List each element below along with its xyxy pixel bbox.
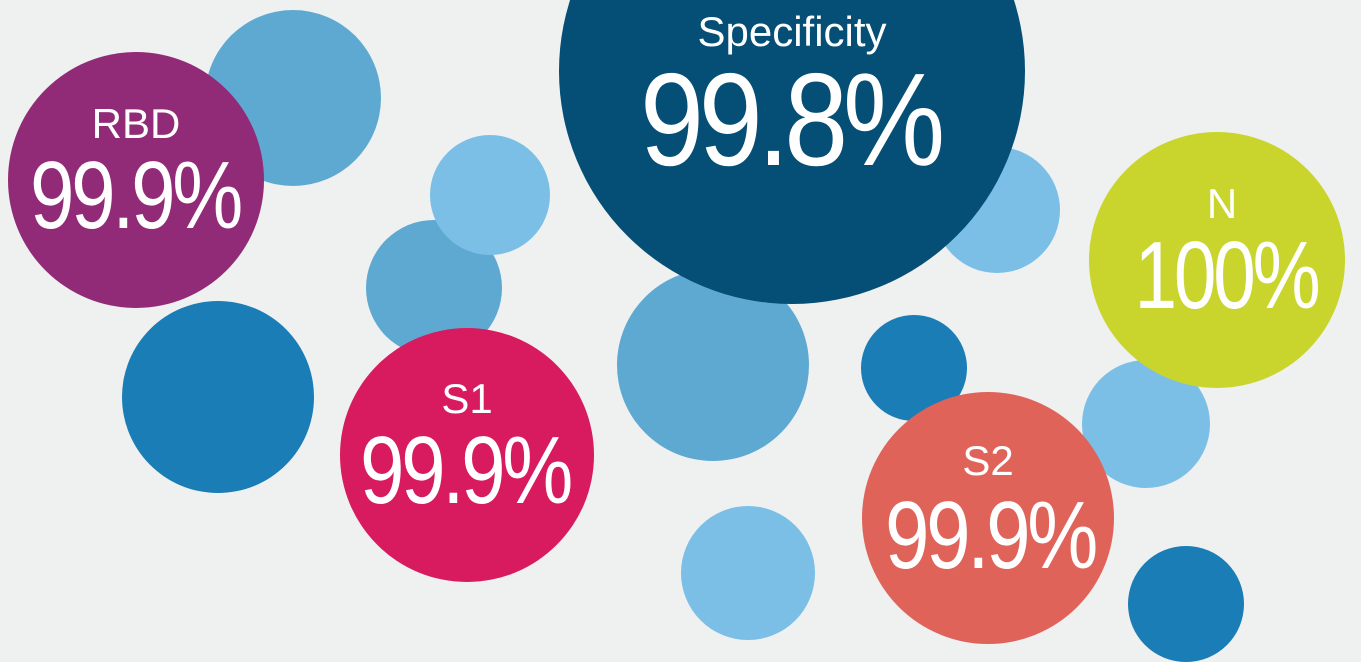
bubble-circle (1089, 132, 1345, 388)
bubble-circle (862, 392, 1114, 644)
bubble-label: N (1207, 180, 1237, 227)
bubble: Specificity 99.8% (559, 0, 1025, 304)
deco-circle (617, 269, 809, 461)
deco-circle (861, 315, 967, 421)
bubble: S1 99.9% (340, 328, 594, 582)
bubble-label: S2 (962, 437, 1013, 484)
bubble-circle (340, 328, 594, 582)
bubble-value: 99.9% (360, 417, 571, 524)
bubble-value: 99.8% (640, 46, 941, 193)
deco-circle (122, 301, 314, 493)
deco-circle (430, 135, 550, 255)
bubble-label: Specificity (697, 8, 886, 55)
bubble-value: 99.9% (30, 142, 241, 249)
bubble-label: S1 (441, 375, 492, 422)
bubble: N 100% (1089, 132, 1345, 388)
deco-circle (366, 220, 502, 356)
bubble-label: RBD (92, 100, 181, 147)
bubble-circle (8, 52, 264, 308)
bubble-circle (559, 0, 1025, 304)
bubble: RBD 99.9% (8, 52, 264, 308)
deco-circle (681, 506, 815, 640)
bubble-value: 100% (1135, 222, 1319, 329)
deco-circle (1082, 360, 1210, 488)
bubble: S2 99.9% (862, 392, 1114, 644)
deco-circle (1128, 546, 1244, 662)
bubble-value: 99.9% (885, 482, 1096, 589)
